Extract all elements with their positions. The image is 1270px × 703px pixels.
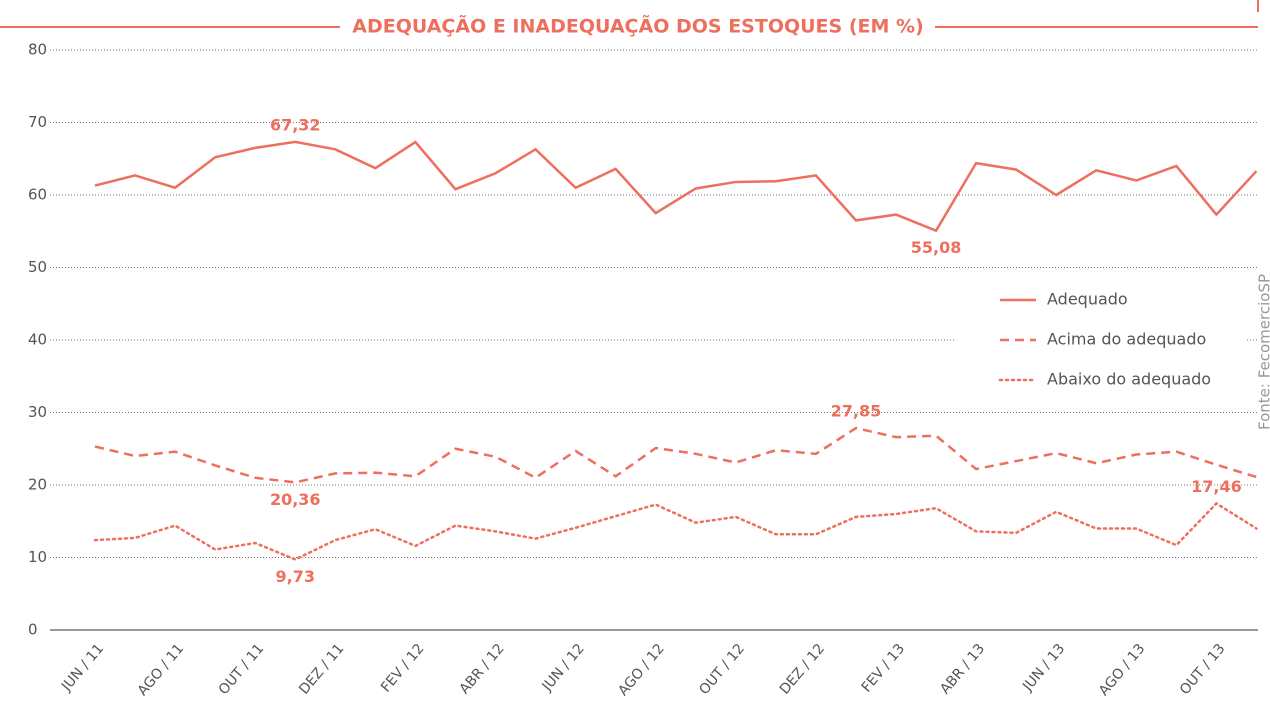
x-tick-label: OUT / 11 xyxy=(216,641,268,698)
data-label: 9,73 xyxy=(276,567,315,586)
series-line xyxy=(94,140,1258,233)
x-tick-label: JUN / 12 xyxy=(539,641,588,695)
data-label: 20,36 xyxy=(270,490,321,509)
legend-label: Acima do adequado xyxy=(1047,330,1206,349)
x-tick-label: JUN / 11 xyxy=(58,641,107,695)
x-tick-label: AGO / 12 xyxy=(615,641,668,699)
y-tick-label: 60 xyxy=(28,186,47,204)
x-tick-label: AGO / 13 xyxy=(1096,641,1149,699)
legend-label: Abaixo do adequado xyxy=(1047,370,1211,389)
series-line xyxy=(93,501,1258,561)
source: Fonte: FecomercioSP xyxy=(1256,274,1270,430)
y-tick-label: 30 xyxy=(28,403,47,421)
x-tick-label: DEZ / 11 xyxy=(296,641,347,698)
x-tick-label: OUT / 13 xyxy=(1177,641,1229,698)
data-label: 27,85 xyxy=(831,402,882,421)
x-tick-label: AGO / 11 xyxy=(135,641,188,699)
chart-title: ADEQUAÇÃO E INADEQUAÇÃO DOS ESTOQUES (EM… xyxy=(352,14,923,38)
data-label: 17,46 xyxy=(1191,477,1242,496)
legend-label: Adequado xyxy=(1047,290,1128,309)
x-tick-label: FEV / 12 xyxy=(378,641,427,696)
series-line xyxy=(94,426,1257,484)
x-tick-label: OUT / 12 xyxy=(696,641,748,698)
y-tick-label: 80 xyxy=(28,41,47,59)
x-tick-label: ABR / 12 xyxy=(457,641,508,698)
data-label: 67,32 xyxy=(270,115,321,134)
y-tick-label: 10 xyxy=(28,548,47,566)
y-tick-label: 20 xyxy=(28,476,47,494)
x-tick-label: JUN / 13 xyxy=(1019,641,1068,695)
y-tick-label: 70 xyxy=(28,113,47,131)
y-tick-label: 0 xyxy=(28,621,38,639)
y-tick-label: 50 xyxy=(28,258,47,276)
data-label: 55,08 xyxy=(911,238,962,257)
x-tick-label: FEV / 13 xyxy=(859,641,908,696)
x-tick-label: DEZ / 12 xyxy=(777,641,828,698)
y-tick-label: 40 xyxy=(28,331,47,349)
x-tick-label: ABR / 13 xyxy=(937,641,988,698)
